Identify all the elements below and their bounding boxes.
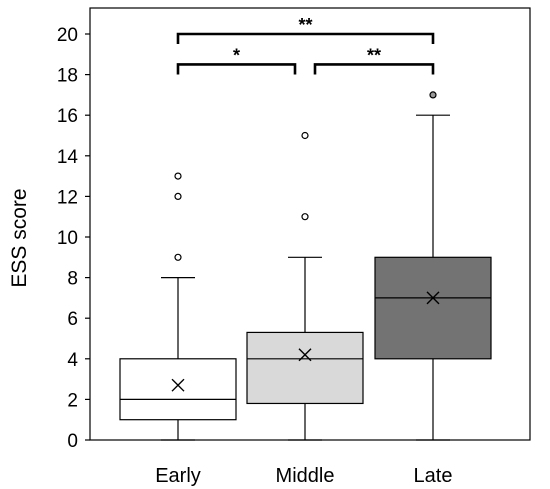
y-tick-label: 10	[57, 228, 78, 249]
y-tick-label: 12	[57, 187, 78, 208]
significance-label: *	[233, 45, 240, 65]
outlier-point	[174, 192, 182, 200]
significance-bracket	[313, 63, 435, 75]
y-tick-label: 8	[67, 269, 78, 290]
iqr-box	[246, 331, 364, 405]
outlier-point	[174, 172, 182, 180]
box-middle	[246, 131, 364, 441]
box-early	[119, 172, 237, 441]
y-tick-label: 18	[57, 66, 78, 87]
mean-marker	[171, 378, 185, 392]
iqr-box	[119, 358, 237, 421]
y-tick-label: 2	[67, 390, 78, 411]
outlier-point	[174, 253, 182, 261]
y-tick-label: 6	[67, 309, 78, 330]
y-tick-label: 14	[57, 147, 79, 168]
mean-marker	[298, 348, 312, 362]
outlier-point	[301, 213, 309, 221]
mean-marker	[426, 291, 440, 305]
y-tick-label: 20	[57, 25, 78, 46]
x-category-label: Early	[155, 465, 201, 487]
significance-bracket	[176, 63, 297, 75]
outlier-point	[429, 91, 437, 99]
outlier-point	[301, 131, 309, 140]
significance-bracket	[176, 32, 435, 44]
y-tick-label: 0	[67, 431, 78, 452]
y-tick-label: 16	[57, 106, 78, 127]
x-category-label: Middle	[276, 465, 335, 487]
x-category-label: Late	[414, 465, 453, 487]
significance-label: **	[367, 45, 381, 65]
y-axis-title: ESS score	[8, 188, 31, 287]
y-tick-label: 4	[67, 350, 78, 371]
iqr-box	[374, 256, 492, 360]
box-late	[374, 91, 492, 441]
significance-label: **	[298, 15, 312, 35]
